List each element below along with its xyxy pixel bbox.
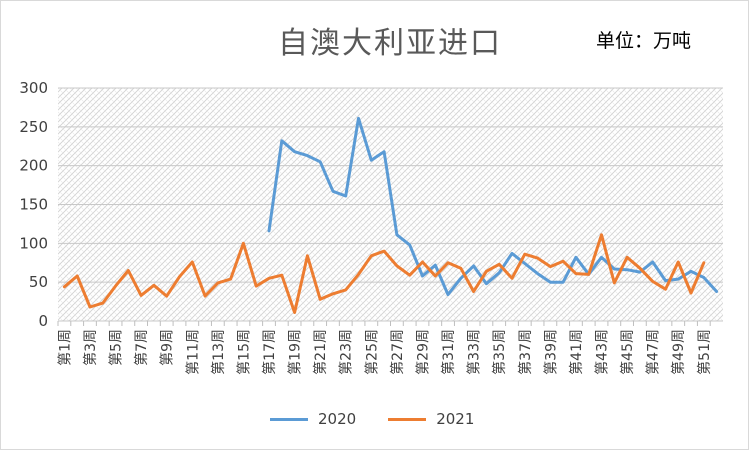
legend-item-2020: 2020 xyxy=(270,410,356,428)
x-tick-label: 第5周 xyxy=(108,329,125,366)
x-tick-label: 第19周 xyxy=(287,329,304,375)
y-tick-label: 50 xyxy=(29,273,48,291)
x-tick-label: 第51周 xyxy=(696,329,713,375)
x-tick-label: 第23周 xyxy=(338,329,355,375)
legend-swatch-2020 xyxy=(270,417,308,421)
x-tick-label: 第37周 xyxy=(517,329,534,375)
legend-label-2020: 2020 xyxy=(318,410,357,428)
x-tick-label: 第41周 xyxy=(568,329,585,375)
chart-title: 自澳大利亚进口 xyxy=(278,26,502,61)
x-tick-label: 第35周 xyxy=(491,329,508,375)
x-tick-label: 第21周 xyxy=(312,329,329,375)
x-tick-label: 第3周 xyxy=(82,329,99,366)
y-tick-label: 150 xyxy=(19,196,48,214)
y-tick-label: 100 xyxy=(19,234,48,252)
x-tick-label: 第13周 xyxy=(210,329,227,375)
x-tick-label: 第9周 xyxy=(159,329,176,366)
x-tick-label: 第25周 xyxy=(363,329,380,375)
x-tick-label: 第17周 xyxy=(261,329,278,375)
x-tick-label: 第43周 xyxy=(594,329,611,375)
y-axis-ticks: 0 50 100 150 200 250 300 xyxy=(19,79,48,330)
series-line-2021 xyxy=(62,233,706,314)
x-tick-label: 第7周 xyxy=(133,329,150,366)
y-tick-label: 300 xyxy=(19,79,48,97)
x-axis-ticks: 第1周 第3周 第5周 第7周 第9周 第11周 第13周 第15周 第17周 第19周 第21周第… xyxy=(56,321,713,375)
gridlines xyxy=(58,87,723,322)
x-tick-label: 第47周 xyxy=(645,329,662,375)
y-tick-label: 200 xyxy=(19,157,48,175)
x-tick-label: 第11周 xyxy=(184,329,201,375)
x-tick-label: 第27周 xyxy=(389,329,406,375)
y-tick-label: 250 xyxy=(19,118,48,136)
x-tick-label: 第33周 xyxy=(466,329,483,375)
legend: 2020 2021 xyxy=(270,410,474,428)
legend-item-2021: 2021 xyxy=(388,410,474,428)
y-tick-label: 0 xyxy=(38,312,48,330)
x-tick-label: 第15周 xyxy=(235,329,252,375)
x-tick-label: 第1周 xyxy=(56,329,73,366)
x-tick-label: 第31周 xyxy=(440,329,457,375)
x-tick-label: 第39周 xyxy=(542,329,559,375)
x-tick-label: 第49周 xyxy=(670,329,687,375)
legend-label-2021: 2021 xyxy=(436,410,475,428)
x-tick-label: 第45周 xyxy=(619,329,636,375)
legend-swatch-2021 xyxy=(388,417,427,421)
series-lines xyxy=(62,116,719,314)
unit-label: 单位：万吨 xyxy=(596,30,692,52)
x-tick-label: 第29周 xyxy=(414,329,431,375)
